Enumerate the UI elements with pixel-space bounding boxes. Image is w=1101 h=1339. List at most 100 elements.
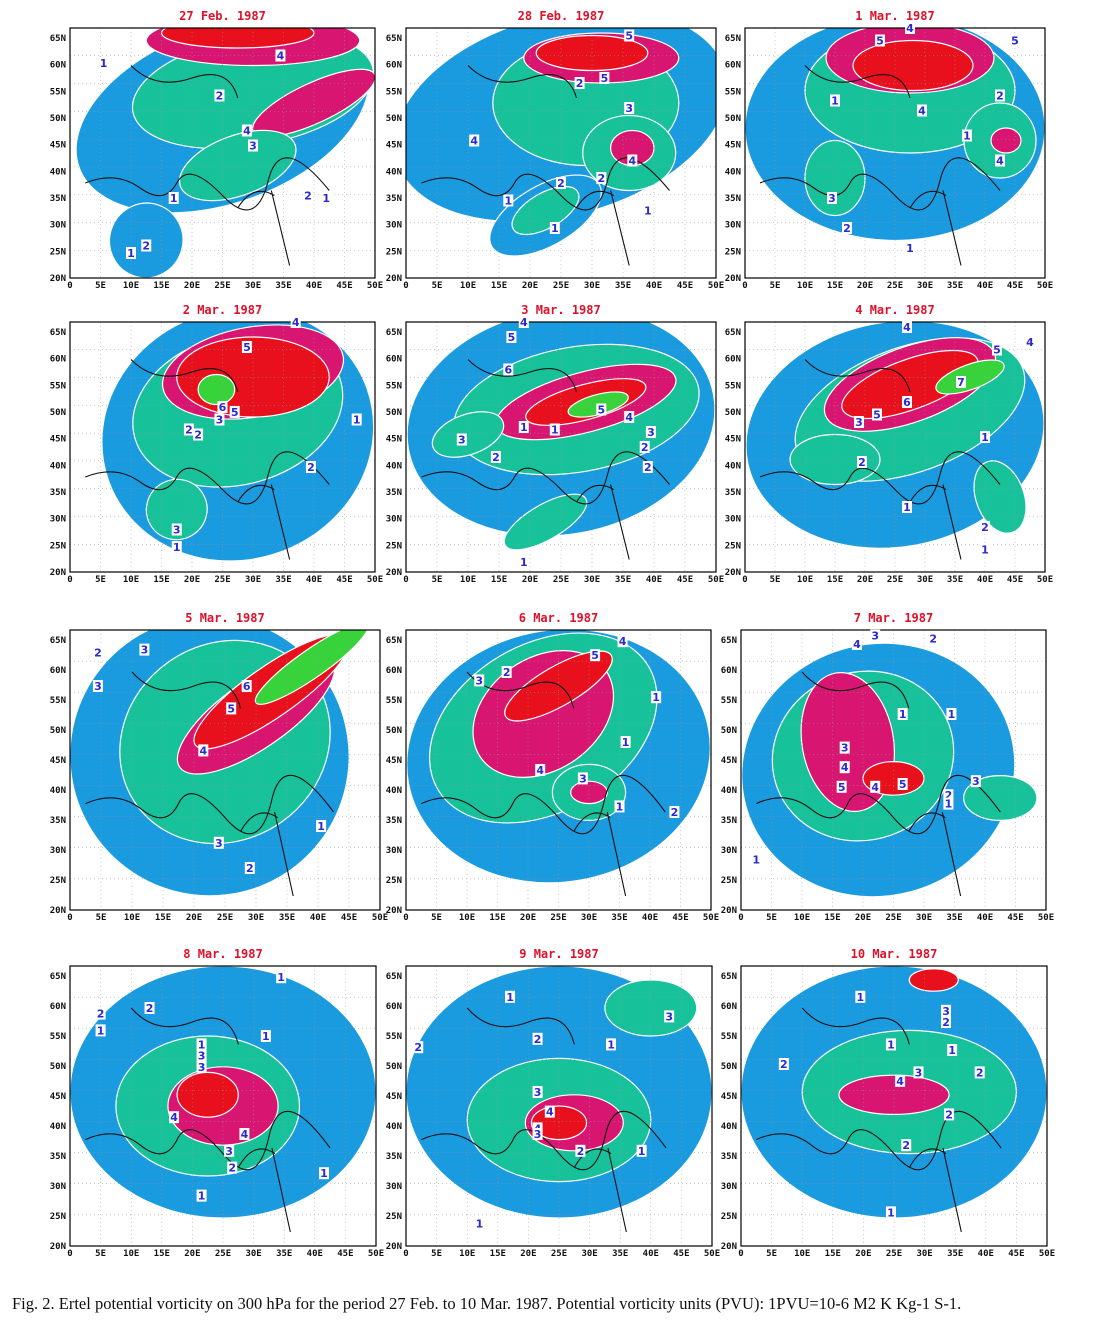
contour-value-label: 2 [492,451,500,464]
lon-tick-label: 0 [67,281,72,291]
contour-label-bg [947,1044,958,1056]
lon-tick-label: 30E [245,1249,261,1259]
contour-value-label: 2 [577,1145,585,1158]
contour-value-label: 2 [557,177,565,190]
contour-label-bg [532,1128,543,1140]
contour-label-bg [842,222,852,234]
contour-label-bg [535,764,546,776]
contour-label-bg [518,556,529,568]
lat-tick-label: 45N [725,141,741,151]
contour-value-label: 4 [536,764,544,777]
contour-label-bg [664,1010,675,1023]
lat-tick-label: 65N [725,328,741,338]
lat-tick-label: 50N [721,1062,737,1072]
lon-tick-label: 30E [581,913,597,923]
contour-value-label: 2 [981,521,989,534]
lat-tick-label: 20N [725,568,741,578]
lat-tick-label: 65N [386,328,402,338]
lon-tick-label: 20E [857,281,873,291]
contour-value-label: 6 [219,401,227,414]
lat-tick-label: 40N [725,461,741,471]
contour-value-label: 2 [216,90,224,103]
pv-contour-fill [841,349,979,420]
contour-label-bg [778,1058,789,1070]
contour-value-label: 4 [871,781,879,794]
pv-contour-fill [570,780,608,805]
lon-tick-label: 45E [677,575,693,585]
lon-tick-label: 30E [245,575,261,585]
contour-value-label: 2 [945,789,953,802]
lon-tick-label: 15E [490,1249,506,1259]
lat-tick-label: 35N [721,1152,737,1162]
lon-tick-label: 45E [336,281,352,291]
lat-tick-label: 25N [386,247,402,257]
contour-label-bg [171,523,182,536]
lon-tick-label: 25E [887,575,903,585]
contour-value-label: 3 [249,140,257,153]
contour-value-label: 3 [475,674,483,687]
lon-tick-label: 30E [581,1249,597,1259]
contour-value-label: 1 [948,1044,956,1057]
panel-date-title: 7 Mar. 1987 [854,611,933,625]
contour-value-label: 6 [243,680,251,693]
contour-label-bg [290,316,301,328]
lon-tick-label: 50E [372,913,388,923]
contour-value-label: 2 [246,862,254,875]
contour-label-bg [992,343,1002,356]
contour-label-bg [318,1167,329,1180]
lon-tick-label: 15E [827,281,843,291]
lon-tick-label: 35E [276,1249,292,1259]
contour-value-label: 3 [534,1086,542,1099]
lat-tick-label: 55N [721,1032,737,1042]
lat-tick-label: 35N [725,194,741,204]
contour-label-bg [469,134,480,147]
contour-value-label: 4 [1026,336,1034,349]
pv-contour-fill [973,460,1027,534]
panel-date-title: 4 Mar. 1987 [855,303,934,317]
contour-label-bg [196,1189,207,1202]
contour-value-label: 2 [503,666,511,679]
contour-value-label: 4 [277,50,285,63]
contour-value-label: 2 [929,632,937,645]
contour-label-bg [839,741,850,754]
contour-value-label: 1 [520,421,528,434]
lat-tick-label: 20N [725,274,741,284]
lat-tick-label: 35N [50,488,66,498]
contour-label-bg [490,451,501,463]
lat-tick-label: 40N [50,1122,66,1132]
contour-value-label: 1 [127,247,135,260]
lat-tick-label: 35N [721,816,737,826]
coastline [759,359,1001,560]
contour-label-bg [875,34,885,47]
contour-label-bg [1010,34,1020,47]
lat-tick-label: 35N [725,488,741,498]
coastline [421,359,670,560]
lon-tick-label: 5E [432,281,443,291]
lon-tick-label: 25E [550,913,566,923]
lat-tick-label: 50N [386,408,402,418]
map-frame [69,629,381,911]
lon-tick-label: 35E [947,281,963,291]
lon-tick-label: 20E [184,1249,200,1259]
contour-label-bg [614,800,625,813]
lon-tick-label: 30E [584,575,600,585]
contour-label-bg [139,643,150,656]
contour-label-bg [213,836,224,849]
lon-tick-label: 30E [916,913,932,923]
lon-tick-label: 5E [432,575,443,585]
lon-tick-label: 5E [766,913,777,923]
contour-label-bg [897,708,908,720]
lat-tick-label: 50N [50,114,66,124]
lon-tick-label: 35E [947,575,963,585]
lat-tick-label: 55N [50,1032,66,1042]
map-frame [405,27,717,279]
contour-value-label: 1 [948,708,956,721]
contour-value-label: 1 [981,544,989,557]
lat-tick-label: 65N [725,34,741,44]
coastline [421,671,666,897]
map-panel: 7 Mar. 198765N60N55N50N45N40N35N30N25N20… [721,611,1054,923]
lon-tick-label: 50E [704,1249,720,1259]
lat-tick-label: 55N [50,696,66,706]
lon-tick-label: 50E [1038,913,1054,923]
lat-tick-label: 40N [386,167,402,177]
